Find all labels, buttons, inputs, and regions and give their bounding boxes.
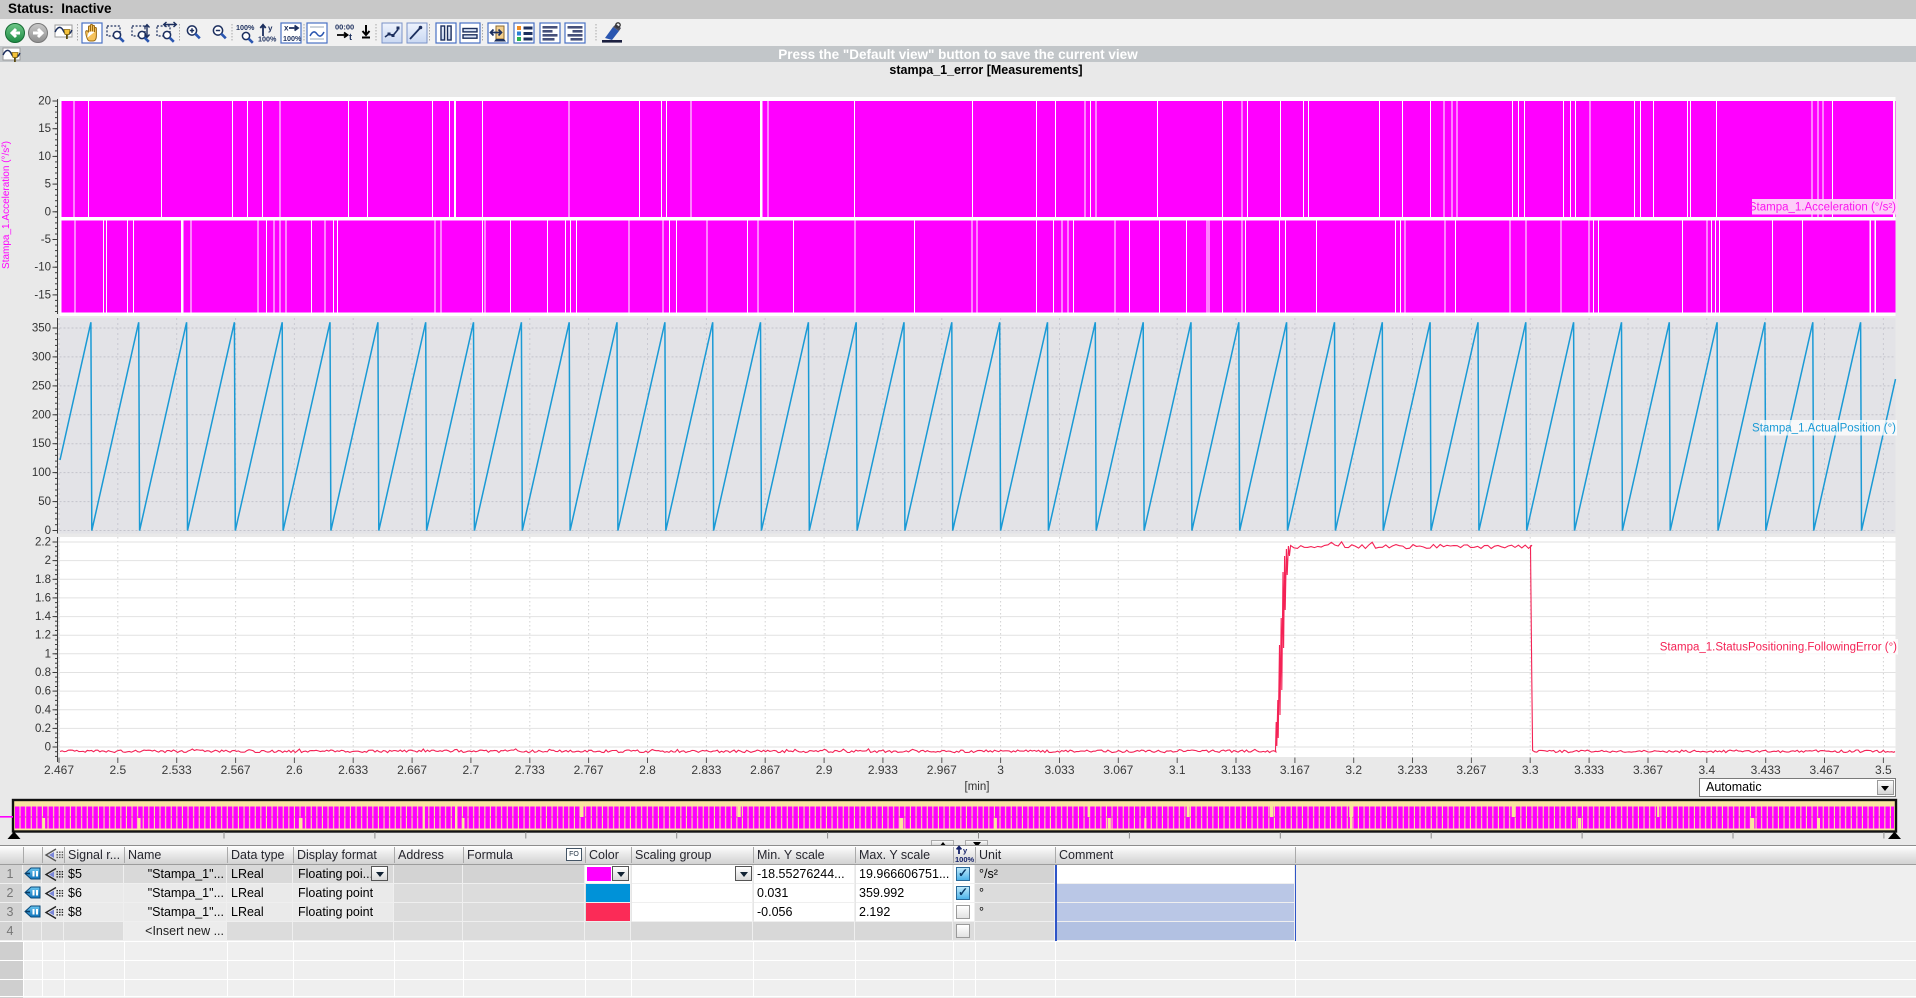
svg-text:y: y	[268, 24, 273, 33]
svg-text:150: 150	[32, 438, 51, 450]
svg-text:3.2: 3.2	[1345, 763, 1362, 777]
svg-text:2.567: 2.567	[221, 763, 251, 777]
svg-text:300: 300	[32, 351, 51, 363]
svg-text:1.2: 1.2	[35, 630, 51, 642]
svg-text:3.433: 3.433	[1751, 763, 1781, 777]
svg-text:00:00: 00:00	[335, 23, 354, 32]
svg-text:t: t	[349, 32, 352, 42]
svg-text:250: 250	[32, 380, 51, 392]
svg-text:2.867: 2.867	[750, 763, 780, 777]
svg-text:100%: 100%	[955, 855, 975, 864]
svg-text:2.833: 2.833	[691, 763, 721, 777]
svg-text:3.4: 3.4	[1698, 763, 1715, 777]
svg-text:2.7: 2.7	[463, 763, 480, 777]
svg-text:50: 50	[38, 496, 51, 508]
svg-text:3.067: 3.067	[1103, 763, 1133, 777]
svg-text:100%: 100%	[283, 34, 302, 43]
svg-text:3.3: 3.3	[1522, 763, 1539, 777]
svg-text:0.8: 0.8	[35, 667, 51, 679]
svg-text:1: 1	[45, 648, 51, 660]
svg-text:1.6: 1.6	[35, 592, 51, 604]
svg-text:2.933: 2.933	[868, 763, 898, 777]
svg-text:2.6: 2.6	[286, 763, 303, 777]
svg-text:[min]: [min]	[965, 781, 990, 793]
svg-text:2.2: 2.2	[35, 537, 51, 549]
svg-text:2.633: 2.633	[338, 763, 368, 777]
svg-text:2.8: 2.8	[639, 763, 656, 777]
svg-text:15: 15	[38, 123, 51, 135]
svg-text:200: 200	[32, 409, 51, 421]
svg-text:-10: -10	[34, 262, 51, 274]
svg-text:3.233: 3.233	[1397, 763, 1427, 777]
svg-text:Stampa_1.StatusPositioning.Fol: Stampa_1.StatusPositioning.FollowingErro…	[1660, 642, 1897, 654]
svg-text:100%: 100%	[236, 23, 255, 32]
svg-text:Stampa_1.Acceleration (°/s²): Stampa_1.Acceleration (°/s²)	[1, 141, 12, 269]
svg-text:100%: 100%	[258, 35, 277, 44]
svg-text:-15: -15	[34, 289, 51, 301]
svg-text:x: x	[284, 24, 289, 33]
svg-text:2.667: 2.667	[397, 763, 427, 777]
svg-text:2.533: 2.533	[162, 763, 192, 777]
svg-text:10: 10	[38, 151, 51, 163]
svg-text:350: 350	[32, 323, 51, 335]
svg-text:2.967: 2.967	[927, 763, 957, 777]
svg-text:0: 0	[45, 525, 51, 537]
svg-text:2: 2	[45, 555, 51, 567]
svg-text:2.467: 2.467	[44, 763, 74, 777]
svg-text:3.333: 3.333	[1574, 763, 1604, 777]
svg-text:3.467: 3.467	[1809, 763, 1839, 777]
svg-text:3.5: 3.5	[1875, 763, 1892, 777]
svg-text:3.1: 3.1	[1169, 763, 1186, 777]
svg-text:0.4: 0.4	[35, 704, 52, 716]
svg-text:2.5: 2.5	[109, 763, 126, 777]
svg-text:0.2: 0.2	[35, 723, 51, 735]
svg-text:20: 20	[38, 96, 51, 108]
svg-text:3.033: 3.033	[1044, 763, 1074, 777]
svg-text:3.367: 3.367	[1633, 763, 1663, 777]
svg-text:1.4: 1.4	[35, 611, 52, 623]
svg-text:1.8: 1.8	[35, 574, 51, 586]
svg-text:-5: -5	[41, 234, 51, 246]
svg-text:0: 0	[45, 742, 51, 754]
svg-text:0.6: 0.6	[35, 686, 51, 698]
svg-text:3.267: 3.267	[1456, 763, 1486, 777]
svg-text:2.9: 2.9	[816, 763, 833, 777]
svg-text:3: 3	[997, 763, 1004, 777]
svg-text:y: y	[963, 846, 968, 855]
svg-text:2.733: 2.733	[515, 763, 545, 777]
svg-text:5: 5	[45, 179, 51, 191]
svg-text:Stampa_1.Acceleration (°/s²): Stampa_1.Acceleration (°/s²)	[1749, 202, 1896, 214]
svg-text:3.133: 3.133	[1221, 763, 1251, 777]
svg-text:0: 0	[45, 206, 51, 218]
svg-text:3.167: 3.167	[1280, 763, 1310, 777]
svg-text:2.767: 2.767	[574, 763, 604, 777]
svg-text:100: 100	[32, 467, 51, 479]
svg-text:Stampa_1.ActualPosition (°): Stampa_1.ActualPosition (°)	[1752, 423, 1896, 435]
